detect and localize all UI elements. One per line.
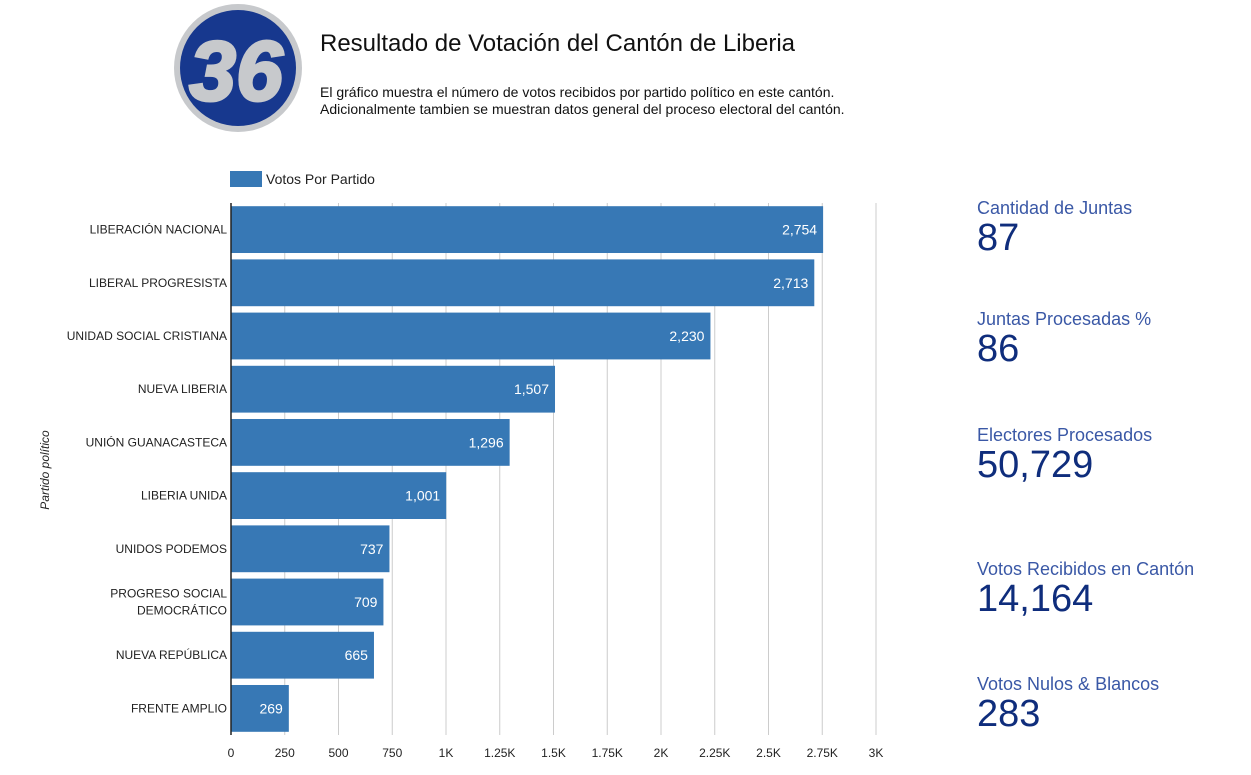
- x-tick-label: 750: [382, 746, 402, 760]
- legend-swatch: [230, 171, 262, 187]
- category-label: DEMOCRÁTICO: [137, 603, 227, 618]
- stat-juntas-procesadas: Juntas Procesadas % 86: [977, 309, 1151, 369]
- bar: [231, 525, 390, 573]
- category-label: LIBERIA UNIDA: [141, 489, 227, 503]
- bar-value-label: 737: [360, 541, 384, 557]
- logo-text: 36: [189, 24, 284, 118]
- stat-label: Electores Procesados: [977, 425, 1153, 445]
- category-label: UNIÓN GUANACASTECA: [86, 434, 227, 449]
- x-tick-label: 2.25K: [699, 746, 730, 760]
- bar: [231, 578, 384, 626]
- category-label: NUEVA REPÚBLICA: [116, 647, 227, 662]
- x-tick-label: 1.75K: [592, 746, 623, 760]
- stat-label: Votos Recibidos en Cantón: [977, 559, 1195, 579]
- category-label: UNIDOS PODEMOS: [116, 542, 227, 556]
- x-tick-label: 2.5K: [756, 746, 781, 760]
- x-tick-label: 500: [328, 746, 348, 760]
- bar-value-label: 2,754: [782, 222, 817, 238]
- x-tick-label: 1K: [439, 746, 454, 760]
- category-label: LIBERACIÓN NACIONAL: [90, 222, 228, 237]
- bar-value-label: 709: [354, 594, 378, 610]
- x-tick-label: 2K: [654, 746, 669, 760]
- category-label: UNIDAD SOCIAL CRISTIANA: [67, 329, 227, 343]
- bar: [231, 684, 289, 732]
- stat-votos-recibidos: Votos Recibidos en Cantón 14,164: [977, 559, 1194, 619]
- stat-value: 87: [977, 217, 1020, 259]
- y-axis-title: Partido político: [38, 430, 52, 510]
- legend-label: Votos Por Partido: [266, 171, 375, 187]
- bar-value-label: 269: [259, 700, 283, 716]
- bar-value-label: 2,230: [669, 328, 704, 344]
- stat-value: 283: [977, 693, 1041, 735]
- page-title: Resultado de Votación del Cantón de Libe…: [320, 30, 796, 57]
- x-tick-label: 2.75K: [807, 746, 838, 760]
- bar: [231, 259, 815, 307]
- stat-cantidad-juntas: Cantidad de Juntas 87: [977, 198, 1132, 258]
- stat-votos-nulos-blancos: Votos Nulos & Blancos 283: [977, 674, 1159, 734]
- bar: [231, 418, 510, 466]
- bar: [231, 631, 374, 679]
- bar-chart: 2,754 LIBERACIÓN NACIONAL 2,713 LIBERAL PRO…: [38, 171, 884, 760]
- category-label: LIBERAL PROGRESISTA: [89, 276, 227, 290]
- stat-electores-procesados: Electores Procesados 50,729: [977, 425, 1152, 485]
- stat-label: Cantidad de Juntas: [977, 198, 1133, 218]
- bar: [231, 206, 824, 254]
- bar-value-label: 1,507: [514, 381, 549, 397]
- x-tick-label: 1.5K: [541, 746, 566, 760]
- x-tick-label: 3K: [869, 746, 884, 760]
- bar: [231, 365, 556, 413]
- stat-value: 86: [977, 328, 1020, 370]
- category-label: PROGRESO SOCIAL: [110, 587, 227, 601]
- bar-value-label: 1,296: [469, 434, 504, 450]
- bar-value-label: 665: [345, 647, 369, 663]
- bar-value-label: 1,001: [405, 488, 440, 504]
- stat-label: Votos Nulos & Blancos: [977, 674, 1160, 694]
- page-subtitle: El gráfico muestra el número de votos re…: [320, 84, 845, 118]
- stat-value: 14,164: [977, 578, 1094, 620]
- stat-label: Juntas Procesadas %: [977, 309, 1152, 329]
- logo-36: 36: [174, 4, 302, 132]
- subtitle-line-1: El gráfico muestra el número de votos re…: [320, 84, 835, 100]
- category-label: NUEVA LIBERIA: [138, 382, 227, 396]
- bar-value-label: 2,713: [773, 275, 808, 291]
- x-tick-label: 250: [275, 746, 295, 760]
- subtitle-line-2: Adicionalmente tambien se muestran datos…: [320, 101, 845, 117]
- x-tick-label: 0: [228, 746, 235, 760]
- bar: [231, 312, 711, 360]
- x-tick-label: 1.25K: [484, 746, 515, 760]
- bar: [231, 472, 447, 520]
- stat-value: 50,729: [977, 444, 1094, 486]
- category-label: FRENTE AMPLIO: [131, 701, 227, 715]
